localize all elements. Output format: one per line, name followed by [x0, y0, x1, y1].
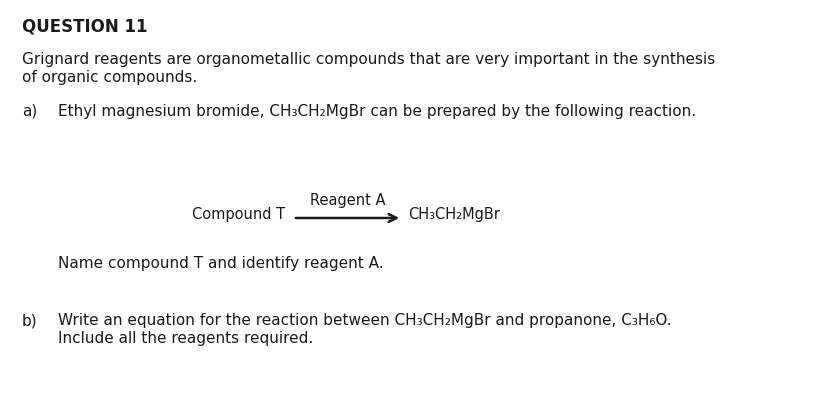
- Text: Write an equation for the reaction between CH₃CH₂MgBr and propanone, C₃H₆O.: Write an equation for the reaction betwe…: [58, 313, 671, 328]
- Text: QUESTION 11: QUESTION 11: [22, 18, 147, 36]
- Text: Include all the reagents required.: Include all the reagents required.: [58, 331, 313, 346]
- Text: of organic compounds.: of organic compounds.: [22, 70, 197, 85]
- Text: a): a): [22, 104, 37, 119]
- Text: Compound T: Compound T: [192, 208, 284, 223]
- Text: Ethyl magnesium bromide, CH₃CH₂MgBr can be prepared by the following reaction.: Ethyl magnesium bromide, CH₃CH₂MgBr can …: [58, 104, 696, 119]
- Text: Name compound T and identify reagent A.: Name compound T and identify reagent A.: [58, 256, 383, 271]
- Text: CH₃CH₂MgBr: CH₃CH₂MgBr: [408, 208, 500, 223]
- Text: Reagent A: Reagent A: [310, 193, 385, 208]
- Text: b): b): [22, 313, 37, 328]
- Text: Grignard reagents are organometallic compounds that are very important in the sy: Grignard reagents are organometallic com…: [22, 52, 715, 67]
